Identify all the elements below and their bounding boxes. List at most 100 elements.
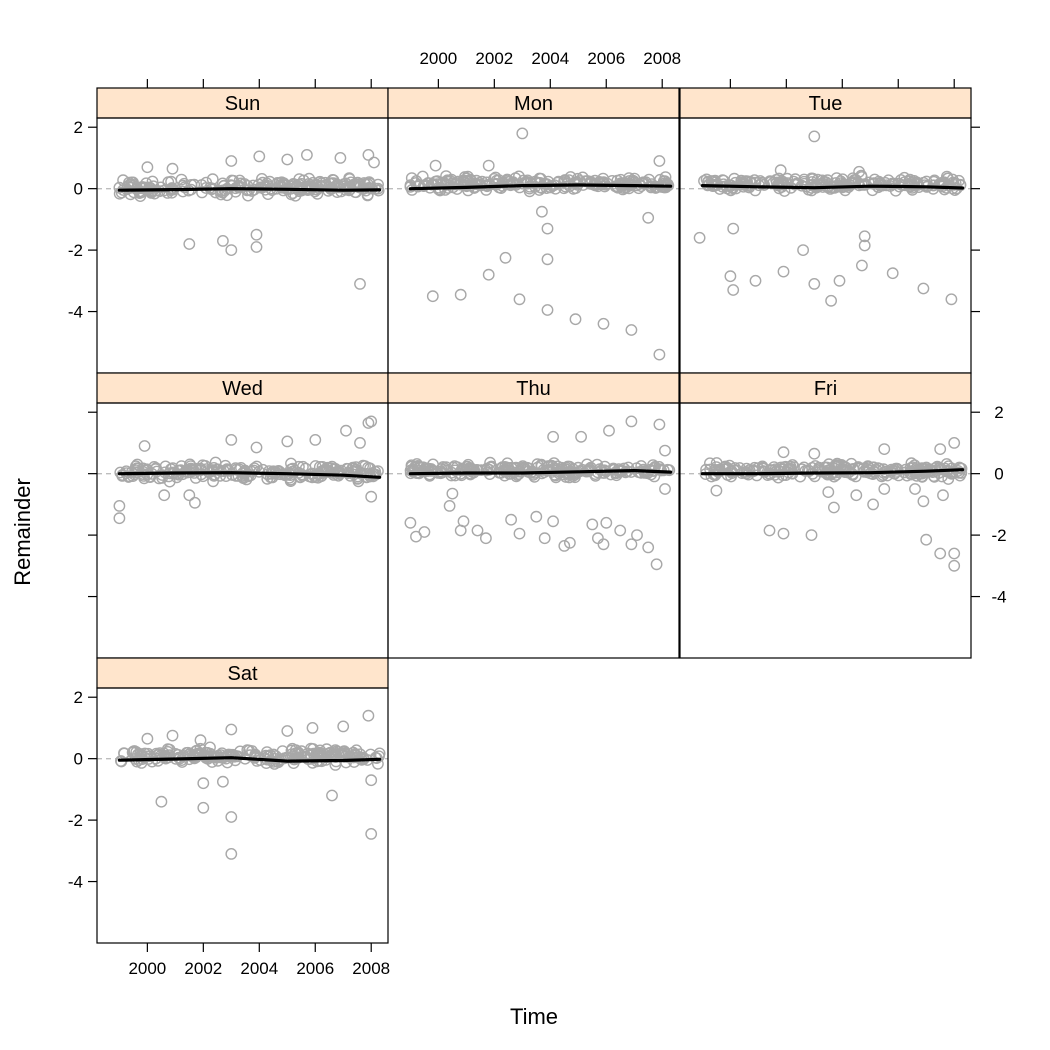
- data-point-outlier: [564, 536, 576, 549]
- data-point-outlier: [642, 211, 655, 224]
- strip-box: [679, 87, 972, 119]
- data-point-outlier: [446, 487, 459, 500]
- data-point: [440, 464, 452, 477]
- data-point: [255, 172, 268, 185]
- data-point: [540, 182, 553, 195]
- data-point: [362, 461, 374, 474]
- data-point-outlier: [365, 828, 378, 840]
- data-point-outlier: [659, 483, 671, 495]
- data-point-outlier: [354, 436, 366, 449]
- data-point-outlier: [547, 515, 559, 528]
- panel-plot-area: [388, 415, 679, 571]
- data-point-outlier: [797, 244, 809, 257]
- data-point: [165, 186, 178, 199]
- data-point: [473, 178, 486, 191]
- data-point-outlier: [443, 499, 456, 512]
- data-point-outlier: [281, 435, 294, 448]
- data-point-outlier: [693, 231, 706, 244]
- data-point-outlier: [878, 443, 891, 455]
- panel-border: [96, 117, 389, 374]
- y-tick-label: 0: [74, 180, 83, 199]
- data-point-outlier: [856, 259, 868, 272]
- data-point-outlier: [777, 446, 790, 459]
- data-point: [904, 468, 917, 480]
- data-point: [755, 178, 768, 190]
- data-point-outlier: [825, 294, 837, 307]
- data-point-outlier: [934, 443, 947, 455]
- data-point-outlier: [499, 251, 512, 264]
- data-point-outlier: [909, 483, 921, 495]
- data-point: [938, 183, 951, 196]
- data-point-outlier: [253, 150, 266, 163]
- data-point: [550, 462, 563, 475]
- data-point: [215, 749, 228, 761]
- x-tick-label: 2000: [128, 959, 166, 978]
- data-point: [623, 177, 635, 190]
- data-point-outlier: [513, 527, 526, 540]
- data-point-outlier: [365, 415, 378, 428]
- data-point-outlier: [659, 444, 671, 457]
- data-point: [848, 463, 860, 476]
- data-point-outlier: [853, 165, 865, 178]
- strip-box: [96, 372, 389, 404]
- data-point: [413, 460, 426, 473]
- data-point: [199, 750, 212, 763]
- data-point-outlier: [365, 774, 378, 787]
- data-point: [290, 180, 303, 193]
- data-point: [954, 179, 967, 192]
- data-point-outlier: [166, 162, 179, 175]
- data-point-outlier: [808, 277, 821, 290]
- data-point: [710, 457, 723, 469]
- data-point: [349, 186, 362, 199]
- y-tick-label: -2: [68, 241, 83, 260]
- data-point: [316, 466, 329, 479]
- trend-line: [700, 468, 965, 476]
- data-point-outlier: [945, 293, 958, 306]
- y-tick-label: 2: [74, 118, 83, 137]
- data-point: [806, 178, 819, 191]
- data-point: [156, 751, 169, 763]
- data-point-outlier: [158, 489, 171, 502]
- data-point-outlier: [194, 734, 207, 747]
- x-tick-label: 2000: [419, 49, 457, 68]
- data-point-outlier: [197, 801, 210, 814]
- data-point-outlier: [183, 238, 196, 250]
- data-point-outlier: [858, 230, 871, 243]
- data-point-outlier: [337, 720, 350, 733]
- strip-label: Mon: [514, 93, 553, 115]
- data-point-outlier: [948, 547, 961, 560]
- data-point-outlier: [429, 159, 442, 172]
- data-point: [146, 175, 159, 188]
- data-point: [196, 186, 208, 199]
- data-point: [130, 182, 143, 195]
- panel-plot-area: [97, 709, 388, 860]
- data-point-outlier: [777, 527, 790, 540]
- x-tick-label: 2006: [296, 959, 334, 978]
- data-point: [206, 464, 219, 476]
- data-point: [649, 182, 662, 194]
- data-point-outlier: [216, 775, 229, 788]
- y-ticks-right-row1: [971, 126, 980, 313]
- y-tick-label: 2: [994, 403, 1003, 422]
- data-point: [497, 464, 510, 477]
- data-point-outlier: [250, 241, 263, 253]
- y-tick-label: -4: [991, 588, 1006, 607]
- data-point: [161, 186, 174, 199]
- data-point-outlier: [710, 484, 723, 497]
- y-tick-label: -4: [68, 303, 83, 322]
- data-point-outlier: [808, 447, 821, 460]
- data-point-outlier: [592, 532, 604, 545]
- data-point-outlier: [727, 222, 740, 235]
- data-point: [637, 177, 649, 190]
- data-point-outlier: [530, 510, 543, 523]
- data-point: [953, 466, 965, 479]
- panel-border: [679, 117, 972, 374]
- data-point-outlier: [749, 274, 762, 287]
- data-point: [247, 179, 260, 192]
- trend-line: [117, 756, 382, 763]
- data-point-outlier: [250, 441, 263, 454]
- data-point: [867, 177, 880, 190]
- data-point: [941, 170, 953, 183]
- data-point: [163, 743, 176, 756]
- data-point-outlier: [774, 164, 787, 177]
